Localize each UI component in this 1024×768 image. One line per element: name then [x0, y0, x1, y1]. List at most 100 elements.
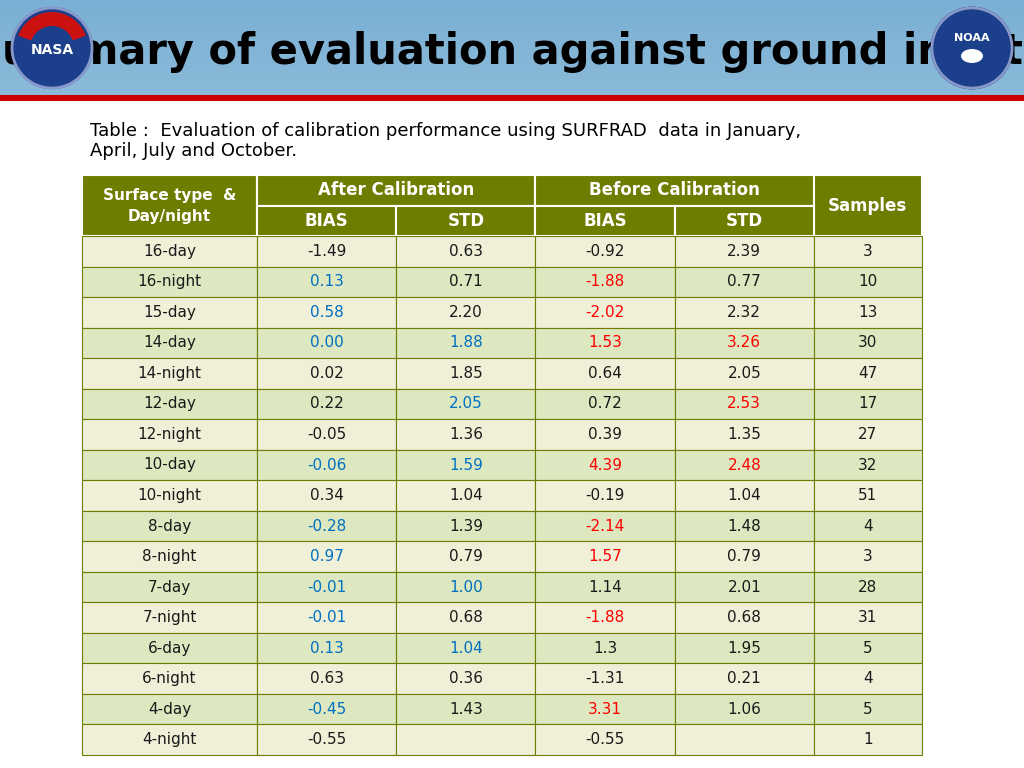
Bar — [814, 602, 922, 633]
Bar — [396, 206, 536, 236]
Bar — [536, 541, 675, 572]
Text: 1.3: 1.3 — [593, 641, 617, 656]
Bar — [82, 694, 257, 724]
Bar — [675, 572, 814, 602]
Bar — [257, 358, 396, 389]
Bar — [536, 358, 675, 389]
Bar — [814, 694, 922, 724]
Bar — [536, 450, 675, 480]
Text: -0.28: -0.28 — [307, 518, 346, 534]
Text: 1.04: 1.04 — [449, 641, 482, 656]
Bar — [82, 175, 257, 236]
Bar — [396, 541, 536, 572]
Text: 1.35: 1.35 — [727, 427, 761, 442]
Text: 5: 5 — [863, 641, 872, 656]
Bar — [257, 236, 396, 266]
Text: 1.59: 1.59 — [449, 458, 483, 472]
Bar — [536, 511, 675, 541]
Bar — [82, 633, 257, 664]
Text: 1.04: 1.04 — [727, 488, 761, 503]
Bar — [814, 266, 922, 297]
Text: 2.20: 2.20 — [449, 305, 482, 319]
Text: 16-night: 16-night — [137, 274, 202, 290]
Text: 5: 5 — [863, 702, 872, 717]
Text: 0.71: 0.71 — [449, 274, 482, 290]
Text: 32: 32 — [858, 458, 878, 472]
Text: 14-night: 14-night — [137, 366, 202, 381]
Bar — [0, 100, 1024, 768]
Text: April, July and October.: April, July and October. — [90, 142, 297, 160]
Text: STD: STD — [726, 212, 763, 230]
Text: 0.63: 0.63 — [309, 671, 344, 686]
Bar — [536, 602, 675, 633]
Text: 17: 17 — [858, 396, 878, 412]
Text: After Calibration: After Calibration — [318, 181, 474, 199]
Text: 6-night: 6-night — [142, 671, 197, 686]
Text: 10-day: 10-day — [143, 458, 196, 472]
Bar — [396, 266, 536, 297]
Bar — [675, 358, 814, 389]
Bar — [82, 602, 257, 633]
Bar — [536, 266, 675, 297]
Text: 0.22: 0.22 — [310, 396, 344, 412]
Bar — [82, 389, 257, 419]
Bar — [675, 389, 814, 419]
Bar — [396, 633, 536, 664]
Text: 4.39: 4.39 — [588, 458, 623, 472]
Bar — [536, 572, 675, 602]
Bar — [536, 175, 814, 206]
Bar — [536, 724, 675, 755]
Text: 1.04: 1.04 — [449, 488, 482, 503]
Text: 0.68: 0.68 — [449, 610, 483, 625]
Bar — [536, 236, 675, 266]
Text: 1.85: 1.85 — [449, 366, 482, 381]
Bar — [814, 297, 922, 328]
Bar — [257, 602, 396, 633]
Text: 14-day: 14-day — [143, 336, 196, 350]
Bar — [814, 419, 922, 450]
Bar — [396, 602, 536, 633]
Bar — [814, 450, 922, 480]
Text: Samples: Samples — [828, 197, 907, 214]
Bar — [396, 572, 536, 602]
Text: 4-night: 4-night — [142, 732, 197, 747]
Bar — [82, 297, 257, 328]
Bar — [675, 541, 814, 572]
Bar — [675, 328, 814, 358]
Bar — [536, 633, 675, 664]
Bar — [82, 541, 257, 572]
Text: 1: 1 — [863, 732, 872, 747]
Bar — [82, 511, 257, 541]
Bar — [396, 358, 536, 389]
Bar — [536, 389, 675, 419]
Text: -1.49: -1.49 — [307, 243, 346, 259]
Bar — [814, 236, 922, 266]
Bar — [675, 236, 814, 266]
Bar — [257, 694, 396, 724]
Text: 47: 47 — [858, 366, 878, 381]
Bar — [257, 572, 396, 602]
Text: 1.00: 1.00 — [449, 580, 482, 594]
Text: BIAS: BIAS — [305, 212, 348, 230]
Bar — [257, 480, 396, 511]
Bar — [396, 389, 536, 419]
Text: 8-night: 8-night — [142, 549, 197, 564]
Bar — [396, 664, 536, 694]
Bar — [396, 724, 536, 755]
Bar — [257, 266, 396, 297]
Bar — [814, 633, 922, 664]
Text: NOAA: NOAA — [954, 33, 990, 43]
Bar — [814, 389, 922, 419]
Text: -2.02: -2.02 — [586, 305, 625, 319]
Text: STD: STD — [447, 212, 484, 230]
Text: 1.43: 1.43 — [449, 702, 483, 717]
Text: 7-day: 7-day — [147, 580, 191, 594]
Bar — [675, 511, 814, 541]
Text: 13: 13 — [858, 305, 878, 319]
Text: 2.05: 2.05 — [449, 396, 482, 412]
Text: 1.14: 1.14 — [588, 580, 622, 594]
Bar — [396, 328, 536, 358]
Bar — [257, 633, 396, 664]
Bar — [814, 572, 922, 602]
Bar — [814, 328, 922, 358]
